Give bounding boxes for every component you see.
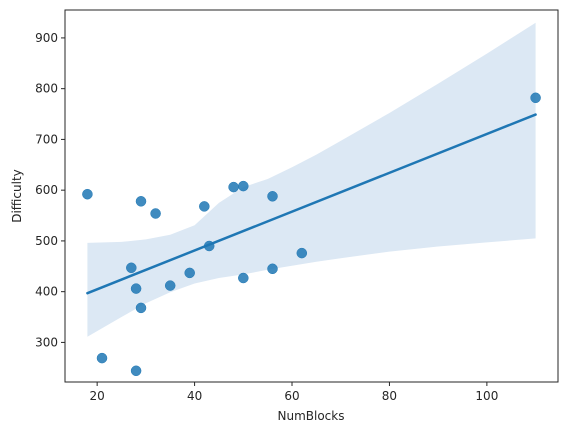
y-axis-label: Difficulty: [10, 169, 24, 223]
data-point: [267, 191, 278, 202]
data-point: [203, 240, 215, 252]
data-point: [126, 262, 137, 274]
y-tick-label: 800: [35, 82, 58, 96]
data-point: [164, 280, 176, 291]
data-point: [184, 267, 195, 279]
x-tick-label: 100: [475, 389, 498, 403]
x-tick-label: 20: [90, 389, 105, 403]
y-tick-label: 500: [35, 234, 58, 248]
data-point: [130, 283, 142, 294]
data-point: [82, 188, 93, 200]
confidence-band-layer: [87, 22, 536, 337]
y-tick-label: 900: [35, 31, 58, 45]
data-point: [228, 181, 239, 193]
data-point: [267, 263, 278, 275]
data-point: [96, 352, 108, 364]
data-point: [130, 365, 142, 377]
y-tick-label: 300: [35, 335, 58, 349]
y-tick-label: 700: [35, 132, 58, 146]
data-point: [199, 201, 210, 212]
x-tick-label: 60: [284, 389, 299, 403]
y-tick-label: 600: [35, 183, 58, 197]
data-points: [82, 92, 541, 377]
x-tick-label: 80: [382, 389, 397, 403]
data-point: [530, 92, 541, 104]
confidence-band: [87, 22, 536, 337]
data-point: [296, 247, 308, 259]
data-point: [135, 302, 147, 314]
data-point: [238, 272, 249, 284]
x-tick-label: 40: [187, 389, 202, 403]
y-tick-label: 400: [35, 285, 58, 299]
data-point: [135, 196, 147, 207]
regression-line: [86, 113, 537, 295]
data-point: [238, 180, 249, 192]
regression-line-layer: [86, 113, 537, 295]
data-point: [150, 208, 161, 219]
x-axis-label: NumBlocks: [278, 409, 345, 423]
y-axis-ticks: 300 400 500 600 700 800 900: [35, 31, 65, 349]
x-axis-ticks: 20 40 60 80 100: [90, 382, 498, 403]
plot-frame: [64, 9, 559, 383]
